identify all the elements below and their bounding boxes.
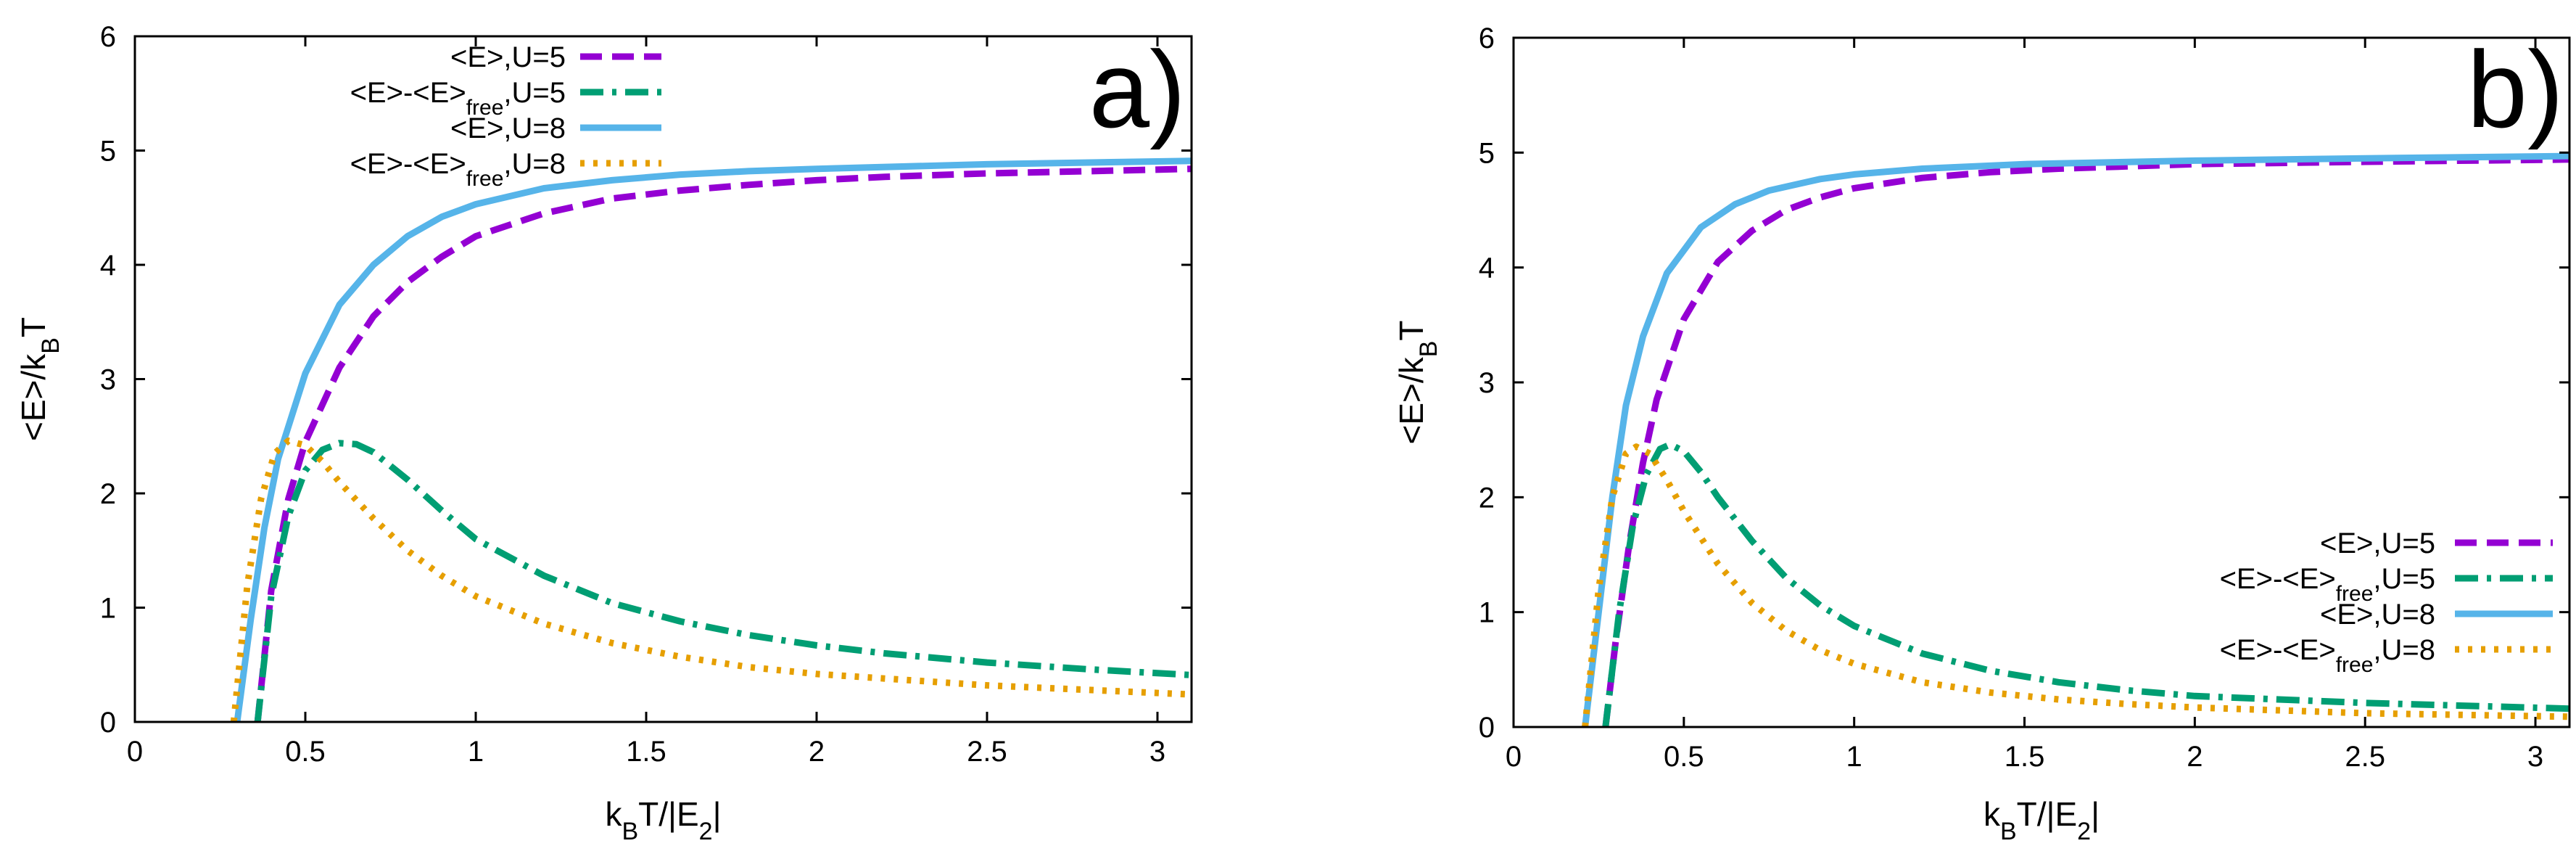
x-axis-label: kBT/|E2| — [605, 795, 721, 845]
series-line-2 — [254, 440, 1192, 722]
y-tick-label: 4 — [100, 250, 116, 282]
x-tick-label: 1 — [1846, 741, 1862, 773]
legend-entry-label: <E>,U=5 — [2320, 527, 2435, 559]
x-tick-label: 1.5 — [2005, 741, 2045, 773]
series-line-4 — [230, 438, 1192, 722]
y-tick-label: 3 — [100, 364, 116, 396]
panel-b: 0 0.5 1 1.5 2 2.5 3 0 1 2 3 4 5 6 kBT/|E2| <E>/kBT b) <E>… — [1392, 22, 2571, 845]
x-tick-label: 0.5 — [1664, 741, 1704, 773]
x-tick-label: 0.5 — [285, 736, 326, 768]
legend-entry-label: <E>-<E>free,U=5 — [2220, 563, 2435, 606]
x-tick-label: 2.5 — [967, 736, 1007, 768]
y-tick-label: 3 — [1479, 367, 1495, 399]
y-tick-label: 0 — [1479, 712, 1495, 744]
y-axis-label: <E>/kBT — [1392, 321, 1442, 445]
y-tick-label: 2 — [100, 478, 116, 510]
x-tick-label: 0 — [1506, 741, 1522, 773]
x-tick-label: 2 — [2187, 741, 2203, 773]
x-tick-label: 2.5 — [2345, 741, 2385, 773]
panel-a: 0 0.5 1 1.5 2 2.5 3 0 1 2 3 4 5 6 kBT/|E2| <E>/kBT a) <E>… — [15, 21, 1193, 845]
y-tick-label: 5 — [100, 136, 116, 168]
y-axis-label: <E>/kBT — [15, 317, 65, 441]
y-tick-label: 4 — [1479, 252, 1495, 284]
x-tick-label: 3 — [2527, 741, 2543, 773]
x-tick-label: 3 — [1149, 736, 1165, 768]
legend-entry-label: <E>,U=5 — [450, 41, 566, 73]
legend-entry-label: <E>,U=8 — [450, 112, 566, 144]
x-tick-label: 0 — [127, 736, 143, 768]
legend-entry-label: <E>-<E>free,U=5 — [350, 77, 566, 120]
legend-entry-label: <E>-<E>free,U=8 — [350, 148, 566, 191]
series-line-1 — [1602, 156, 2569, 727]
y-tick-label: 6 — [100, 21, 116, 53]
x-tick-label: 1 — [468, 736, 484, 768]
x-tick-label: 1.5 — [626, 736, 666, 768]
panel-label: b) — [2467, 28, 2564, 150]
y-tick-label: 6 — [1479, 22, 1495, 54]
legend-entry-label: <E>,U=8 — [2320, 599, 2435, 631]
y-tick-label: 0 — [100, 707, 116, 739]
legend: <E>,U=5 <E>-<E>free,U=5<E>,U=8<E>-<E>free… — [2220, 527, 2553, 677]
y-tick-label: 1 — [100, 593, 116, 625]
legend-entry-label: <E>-<E>free,U=8 — [2220, 634, 2435, 677]
panel-label: a) — [1089, 28, 1186, 150]
y-tick-label: 1 — [1479, 597, 1495, 629]
x-axis-label: kBT/|E2| — [1983, 795, 2100, 845]
y-tick-label: 2 — [1479, 482, 1495, 514]
series-line-1 — [254, 165, 1192, 722]
series-line-3 — [1582, 152, 2569, 727]
series-line-2 — [1602, 441, 2569, 727]
legend: <E>,U=5 <E>-<E>free,U=5<E>,U=8 <E>-<E>free… — [350, 41, 661, 191]
series-line-3 — [234, 157, 1192, 722]
y-tick-label: 5 — [1479, 137, 1495, 169]
x-tick-label: 2 — [809, 736, 825, 768]
